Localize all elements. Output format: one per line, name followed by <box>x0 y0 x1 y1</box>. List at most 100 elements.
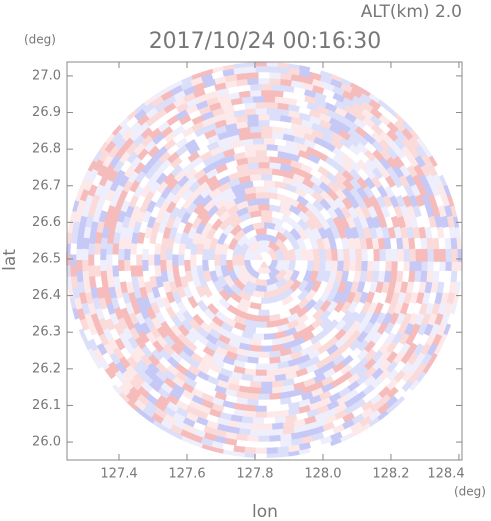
radar-cell <box>236 72 250 81</box>
radar-cell <box>450 237 459 252</box>
radar-cell <box>415 292 425 306</box>
radar-cell <box>336 248 345 261</box>
radar-cell <box>227 338 241 349</box>
radar-cell <box>272 132 286 140</box>
radar-cell <box>296 237 307 251</box>
radar-cell <box>308 108 323 120</box>
radar-cell <box>87 203 98 218</box>
radar-cell <box>397 215 407 230</box>
radar-cell <box>235 309 249 320</box>
radar-cell <box>287 248 297 261</box>
radar-cell <box>254 284 267 293</box>
radar-cell <box>202 269 213 283</box>
radar-cell <box>318 259 327 273</box>
radar-cell <box>412 281 421 295</box>
radar-cell <box>217 130 231 141</box>
radar-cell <box>202 236 213 250</box>
radar-cell <box>228 414 243 423</box>
radar-cell <box>263 137 277 145</box>
radar-cell <box>432 237 440 251</box>
radar-cell <box>414 237 422 251</box>
radar-cell <box>157 220 168 234</box>
radar-cell <box>143 280 153 294</box>
radar-cell <box>427 292 438 306</box>
radar-cell <box>283 414 298 423</box>
radar-cell <box>321 270 332 284</box>
radar-cell <box>218 367 233 378</box>
radar-cell <box>280 72 294 81</box>
x-tick-label: 128.0 <box>304 467 341 482</box>
radar-cell <box>353 270 362 284</box>
radar-cell <box>162 225 172 240</box>
radar-cell <box>403 215 413 230</box>
radar-cell <box>268 392 281 401</box>
radar-cell <box>343 280 354 295</box>
radar-cell <box>393 302 404 317</box>
radar-cell <box>434 292 444 307</box>
radar-cell <box>309 270 320 284</box>
radar-cell <box>300 248 309 261</box>
radar-cell <box>400 226 409 241</box>
radar-cell <box>272 83 286 92</box>
radar-cell <box>225 73 239 83</box>
radar-cell <box>294 259 303 273</box>
radar-cell <box>255 259 264 268</box>
radar-cell <box>197 231 209 245</box>
radar-cell <box>243 361 257 370</box>
radar-cell <box>315 270 326 284</box>
radar-cell <box>226 419 240 429</box>
radar-cell <box>265 405 279 413</box>
radar-cell <box>273 330 287 340</box>
radar-cell <box>290 116 305 126</box>
radar-cell <box>154 274 164 289</box>
radar-cell <box>249 125 263 133</box>
radar-cell <box>287 152 302 163</box>
radar-cell <box>229 371 243 381</box>
radar-cell <box>249 89 263 97</box>
radar-cell <box>274 138 288 147</box>
radar-cell <box>280 120 294 130</box>
radar-cell <box>396 291 407 306</box>
radar-cell <box>148 274 158 288</box>
radar-cell <box>111 241 120 255</box>
radar-cell <box>208 269 219 283</box>
radar-cell <box>290 159 304 170</box>
radar-cell <box>301 75 316 86</box>
radar-cell <box>214 81 229 91</box>
radar-cell <box>220 264 230 278</box>
radar-cell <box>207 259 216 272</box>
radar-cell <box>231 445 246 454</box>
radar-cell <box>237 335 251 346</box>
radar-cell <box>223 394 238 404</box>
radar-cell <box>187 225 198 240</box>
radar-cell <box>293 86 308 96</box>
radar-cell <box>293 135 307 146</box>
radar-cell <box>123 247 131 261</box>
radar-cell <box>436 281 445 296</box>
radar-cell <box>437 302 447 317</box>
radar-cell <box>165 247 173 261</box>
radar-cell <box>340 237 350 251</box>
radar-cell <box>76 279 86 294</box>
radar-cell <box>228 171 242 182</box>
radar-cell <box>284 183 299 194</box>
radar-cell <box>406 205 417 220</box>
radar-cell <box>116 295 127 310</box>
radar-cell <box>175 285 187 299</box>
radar-cell <box>289 431 303 441</box>
radar-cell <box>215 379 230 390</box>
radar-cell <box>355 259 363 273</box>
radar-cell <box>222 147 237 158</box>
radar-cell <box>438 237 447 251</box>
radar-cell <box>297 404 311 415</box>
radar-cell <box>286 357 301 368</box>
radar-cell <box>415 259 423 273</box>
radar-cell <box>234 439 248 448</box>
radar-cell <box>265 276 279 287</box>
radar-cell <box>247 119 260 128</box>
radar-cell <box>222 153 237 164</box>
radar-cell <box>381 281 391 295</box>
radar-cell <box>405 302 416 317</box>
radar-cell <box>141 247 149 261</box>
radar-cell <box>302 415 317 426</box>
